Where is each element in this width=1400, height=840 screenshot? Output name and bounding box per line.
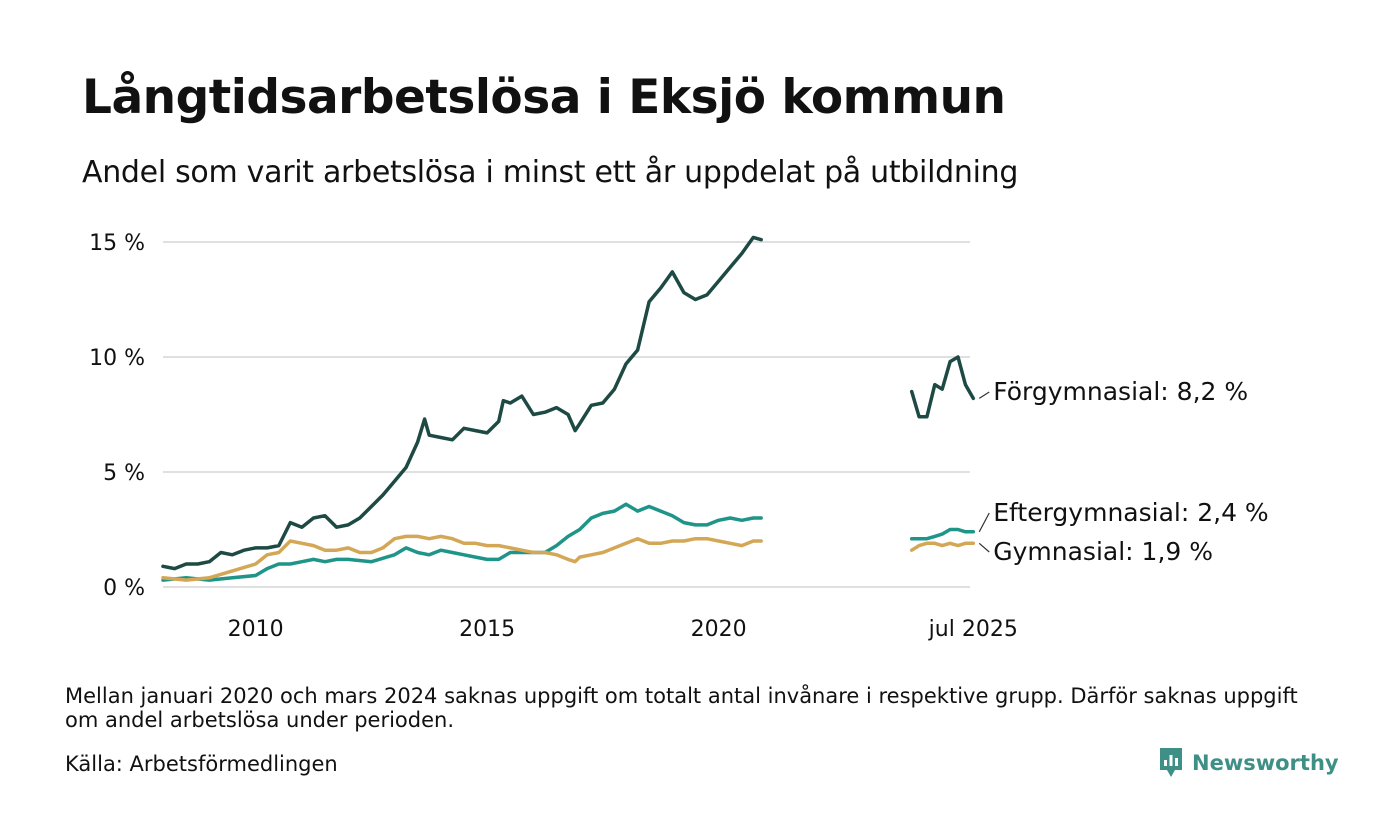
chart-subtitle: Andel som varit arbetslösa i minst ett å… (82, 155, 1019, 190)
chart-title: Långtidsarbetslösa i Eksjö kommun (82, 70, 1006, 125)
x-tick-label: 2010 (228, 617, 284, 642)
line-chart: 0 % 5 % 10 % 15 % 2010 2015 2020 jul 2025 Förg… (89, 231, 1269, 642)
x-axis-ticks: 2010 2015 2020 jul 2025 (228, 617, 1018, 642)
y-tick-label: 0 % (103, 576, 145, 601)
series-line-f-rgymnasial-segment-1 (161, 235, 763, 571)
series-line-eftergymnasial-segment-2 (909, 527, 976, 541)
x-tick-label: 2020 (691, 617, 747, 642)
x-tick-label: jul 2025 (928, 617, 1018, 642)
label-connector-f-rgymnasial (978, 391, 990, 399)
series-lines (161, 235, 976, 582)
y-tick-label: 10 % (89, 346, 145, 371)
series-label-f-rgymnasial: Förgymnasial: 8,2 % (993, 377, 1248, 406)
grid-lines (163, 241, 970, 588)
series-label-gymnasial: Gymnasial: 1,9 % (993, 537, 1213, 566)
y-tick-label: 5 % (103, 461, 145, 486)
series-line-gymnasial-segment-2 (909, 541, 976, 552)
label-connector-eftergymnasial (978, 512, 990, 533)
y-tick-label: 15 % (89, 231, 145, 256)
series-line-gymnasial-segment-1 (161, 534, 763, 582)
x-tick-label: 2015 (459, 617, 515, 642)
footnote: Mellan januari 2020 och mars 2024 saknas… (65, 684, 1298, 732)
y-axis-ticks: 0 % 5 % 10 % 15 % (89, 231, 145, 601)
brand-logo[interactable]: Newsworthy (1158, 746, 1339, 780)
series-labels: Förgymnasial: 8,2 % Eftergymnasial: 2,4 %… (978, 377, 1269, 566)
series-label-eftergymnasial: Eftergymnasial: 2,4 % (993, 498, 1268, 527)
newsworthy-logo-icon (1160, 748, 1182, 777)
source-text: Källa: Arbetsförmedlingen (65, 752, 338, 776)
series-line-f-rgymnasial-segment-2 (909, 355, 976, 419)
series-line-eftergymnasial-segment-1 (161, 502, 763, 582)
label-connector-gymnasial (978, 542, 990, 553)
brand-name: Newsworthy (1192, 751, 1339, 775)
